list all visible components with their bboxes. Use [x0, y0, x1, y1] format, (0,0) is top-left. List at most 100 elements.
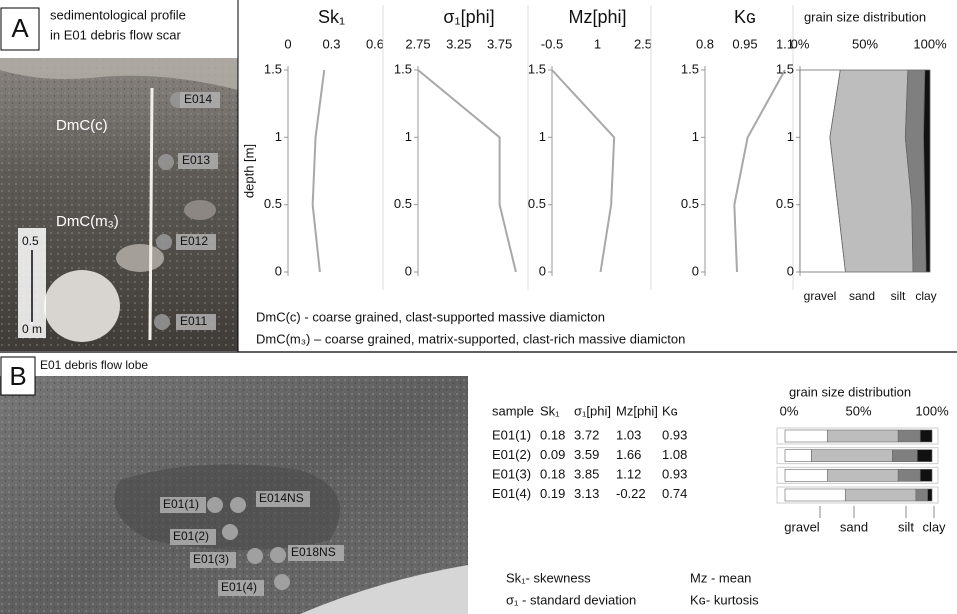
photo-b [0, 376, 468, 614]
bar-segment [897, 429, 921, 443]
x-tick-label: 100% [913, 36, 947, 51]
x-tick-label: 0.3 [322, 36, 340, 51]
x-tick-label: 2.75 [405, 36, 430, 51]
table-cell: 1.08 [662, 447, 687, 462]
y-tick-label: 1.5 [528, 61, 546, 76]
table-cell: 0.09 [540, 447, 565, 462]
table-cell: 0.74 [662, 486, 687, 501]
bar-segment [784, 488, 846, 502]
table-cell: 0.93 [662, 467, 687, 482]
photo-label: DmC(m₃) [56, 213, 119, 230]
scale-label: 0 m [22, 322, 42, 336]
table-header: Sk₁ [540, 403, 560, 418]
table-cell: E01(1) [492, 427, 531, 442]
table-cell: 3.72 [574, 427, 599, 442]
x-tick-label: 0% [791, 36, 810, 51]
bar-segment [892, 449, 918, 462]
photo-label: E01(4) [221, 580, 257, 594]
photo-label: DmC(c) [56, 117, 108, 134]
photo-label: E012 [180, 234, 208, 248]
y-tick-label: 1 [405, 129, 412, 144]
note: DmC(c) - coarse grained, clast-supported… [256, 309, 605, 324]
y-tick-label: 0.5 [776, 196, 794, 211]
y-tick-label: 0 [692, 263, 699, 278]
y-tick-label: 1 [539, 129, 546, 144]
y-tick-label: 1 [787, 129, 794, 144]
note: DmC(m₃) – coarse grained, matrix-support… [256, 331, 685, 346]
bar-segment [919, 429, 933, 443]
photo-label: E018NS [291, 545, 336, 559]
photo-label: E01(2) [173, 529, 209, 543]
table-cell: 0.19 [540, 486, 565, 501]
table-cell: 3.13 [574, 486, 599, 501]
profile-line [311, 69, 326, 273]
x-tick-label: 50% [852, 36, 878, 51]
bar-segment [827, 429, 899, 443]
table-cell: 1.03 [616, 427, 641, 442]
table-cell: 0.18 [540, 427, 565, 442]
legend-label: silt [891, 289, 906, 303]
legend-note: Kɢ- kurtosis [690, 592, 759, 607]
photo-label: E014 [184, 92, 212, 106]
x-tick-label: 0.95 [732, 36, 757, 51]
x-tick-label: 1 [594, 36, 601, 51]
table-cell: E01(3) [492, 467, 531, 482]
bar-segment [827, 469, 899, 482]
caption: sedimentological profile [50, 7, 186, 22]
bar-segment [916, 449, 933, 462]
bar-segment [784, 429, 828, 443]
legend-label: sand [849, 289, 875, 303]
x-tick-label: 3.25 [446, 36, 471, 51]
chart-title: grain size distribution [804, 9, 926, 24]
table-header: σ₁[phi] [574, 403, 611, 418]
table-cell: E01(2) [492, 447, 531, 462]
x-tick-label: -0.5 [541, 36, 563, 51]
table-cell: E01(4) [492, 486, 531, 501]
table-cell: -0.22 [616, 486, 646, 501]
area-segment [923, 69, 931, 273]
caption: in E01 debris flow scar [50, 27, 181, 42]
legend-note: σ₁ - standard deviation [506, 592, 636, 607]
y-tick-label: 0.5 [394, 196, 412, 211]
bar-segment [919, 469, 933, 482]
legend-label: gravel [784, 519, 820, 534]
y-tick-label: 0 [275, 263, 282, 278]
chart-title: σ₁[phi] [443, 7, 494, 27]
y-tick-label: 0 [539, 263, 546, 278]
legend-note: Sk₁- skewness [506, 570, 591, 585]
photo-label: E01(1) [163, 497, 199, 511]
y-tick-label: 0.5 [528, 196, 546, 211]
x-tick-label: 0.6 [366, 36, 384, 51]
bar-segment [784, 449, 812, 462]
table-cell: 3.59 [574, 447, 599, 462]
y-tick-label: 1.5 [776, 61, 794, 76]
profile-line [417, 69, 517, 273]
legend-label: silt [898, 519, 914, 534]
area-segment [829, 69, 914, 273]
photo-label: E013 [182, 153, 210, 167]
bar-segment [811, 449, 893, 462]
y-tick-label: 1.5 [681, 61, 699, 76]
chart-title: Sk₁ [318, 7, 345, 27]
x-tick-label: 0% [780, 403, 799, 418]
x-tick-label: 3.75 [487, 36, 512, 51]
bar-segment [844, 488, 917, 502]
profile-line [733, 69, 786, 273]
y-tick-label: 0 [787, 263, 794, 278]
table-cell: 0.93 [662, 427, 687, 442]
y-tick-label: 0.5 [681, 196, 699, 211]
x-tick-label: 1.1 [776, 36, 794, 51]
table-header: Mᴢ[phi] [616, 403, 658, 418]
bar-segment [915, 488, 928, 502]
legend-label: clay [915, 289, 936, 303]
bar-segment [784, 469, 828, 482]
caption: E01 debris flow lobe [40, 358, 148, 372]
panel-label: A [11, 13, 29, 43]
scale-label: 0.5 [22, 234, 39, 248]
legend-note: Mᴢ - mean [690, 570, 751, 585]
photo-label: E01(3) [193, 552, 229, 566]
x-tick-label: 0.8 [696, 36, 714, 51]
chart-title: Mᴢ[phi] [568, 7, 626, 27]
y-axis-label: depth [m] [241, 144, 256, 198]
